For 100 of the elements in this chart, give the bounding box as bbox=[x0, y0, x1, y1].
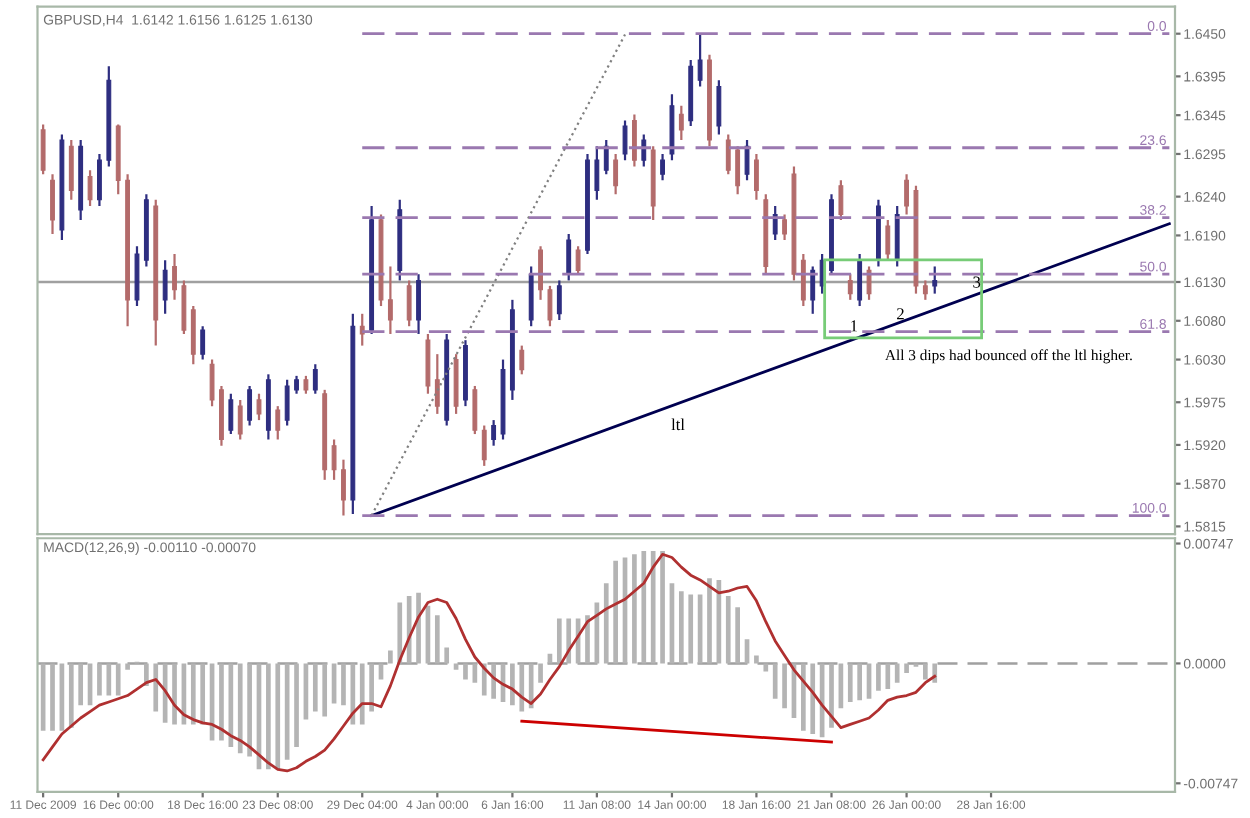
bar bbox=[237, 663, 243, 754]
bar bbox=[247, 663, 252, 757]
candlestick bbox=[716, 79, 722, 136]
bar bbox=[801, 663, 806, 731]
candlestick bbox=[744, 138, 750, 182]
bar bbox=[894, 663, 900, 683]
candlestick bbox=[641, 133, 647, 168]
candlestick bbox=[594, 145, 600, 201]
candlestick bbox=[491, 418, 497, 447]
bar bbox=[904, 663, 909, 674]
bar bbox=[397, 602, 403, 664]
candlestick bbox=[312, 363, 318, 395]
bar bbox=[519, 663, 525, 712]
candlestick bbox=[50, 173, 55, 235]
bar bbox=[782, 663, 787, 709]
candlestick bbox=[575, 245, 581, 276]
candlestick bbox=[519, 344, 525, 376]
candlestick bbox=[200, 325, 206, 361]
bar bbox=[125, 663, 130, 670]
bar bbox=[763, 663, 769, 672]
bar bbox=[725, 596, 731, 664]
annotation: ltl bbox=[671, 418, 685, 431]
bar bbox=[106, 663, 112, 696]
bar bbox=[266, 663, 271, 770]
candlestick bbox=[247, 384, 253, 427]
bar bbox=[585, 615, 590, 664]
bar bbox=[510, 663, 515, 706]
bar bbox=[341, 663, 346, 706]
bar bbox=[707, 578, 712, 664]
bar bbox=[885, 663, 891, 690]
bar bbox=[219, 663, 224, 741]
candlestick bbox=[68, 138, 74, 201]
candlestick bbox=[904, 173, 910, 216]
bar bbox=[172, 663, 177, 725]
bar bbox=[359, 663, 365, 725]
bar bbox=[228, 663, 234, 747]
bar bbox=[294, 663, 299, 747]
bar bbox=[434, 615, 440, 664]
bar bbox=[772, 663, 778, 699]
candlestick bbox=[453, 353, 459, 415]
candlestick bbox=[425, 332, 431, 395]
bar bbox=[641, 551, 647, 664]
bar bbox=[388, 650, 393, 664]
candlestick bbox=[472, 384, 478, 436]
bar bbox=[453, 663, 459, 670]
bar bbox=[406, 596, 412, 664]
candlestick bbox=[406, 279, 412, 328]
candlestick bbox=[209, 358, 215, 408]
candlestick bbox=[387, 265, 393, 336]
bar bbox=[444, 647, 450, 664]
bar bbox=[847, 663, 853, 702]
bar bbox=[78, 663, 84, 706]
candlestick bbox=[772, 204, 778, 242]
candlestick bbox=[847, 273, 853, 301]
bar bbox=[735, 607, 740, 664]
candlestick bbox=[538, 245, 543, 301]
candlestick bbox=[810, 265, 816, 315]
candlestick bbox=[857, 252, 863, 308]
bar bbox=[68, 663, 74, 728]
candlestick bbox=[735, 145, 741, 196]
annotation: 2 bbox=[897, 308, 904, 320]
annotation: 3 bbox=[973, 276, 981, 288]
candlestick bbox=[613, 152, 619, 196]
candlestick bbox=[800, 252, 806, 308]
bar bbox=[688, 594, 694, 664]
bar bbox=[97, 663, 102, 696]
candlestick bbox=[782, 213, 788, 242]
candlestick bbox=[697, 33, 703, 88]
candlestick bbox=[190, 304, 196, 366]
candlestick bbox=[256, 392, 262, 422]
candlestick bbox=[416, 273, 421, 336]
line-series bbox=[41, 552, 937, 773]
candlestick bbox=[866, 265, 872, 301]
candlestick bbox=[528, 265, 534, 328]
bar bbox=[190, 663, 196, 725]
candlestick bbox=[725, 133, 731, 176]
annotation: 1 bbox=[851, 320, 858, 332]
candlestick bbox=[87, 169, 93, 208]
candlestick bbox=[922, 279, 928, 301]
candlestick bbox=[838, 179, 844, 222]
bar bbox=[876, 663, 881, 691]
candlestick bbox=[547, 284, 553, 328]
candlestick bbox=[237, 398, 243, 441]
candlestick bbox=[660, 152, 665, 182]
bar bbox=[322, 663, 328, 717]
bar bbox=[463, 663, 468, 680]
candlestick bbox=[631, 113, 637, 168]
candlestick bbox=[481, 424, 487, 467]
bar bbox=[153, 663, 159, 712]
bar bbox=[754, 655, 759, 664]
bar bbox=[632, 554, 637, 664]
candlestick bbox=[885, 218, 891, 262]
bar bbox=[416, 592, 421, 664]
candlestick bbox=[434, 353, 440, 415]
candlestick bbox=[932, 265, 938, 295]
bar bbox=[603, 583, 609, 664]
candlestick bbox=[678, 104, 684, 142]
bar bbox=[650, 551, 656, 664]
bar bbox=[678, 591, 684, 664]
candlestick bbox=[556, 279, 562, 322]
